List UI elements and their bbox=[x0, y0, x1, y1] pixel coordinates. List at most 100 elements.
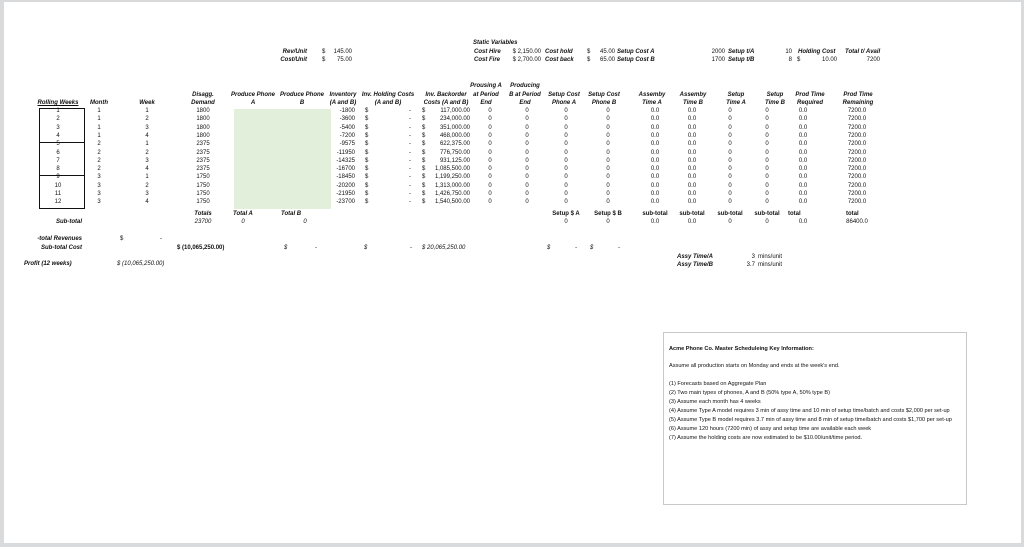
cell-month[interactable]: 1 bbox=[97, 124, 101, 131]
cell-setupA[interactable]: 0 bbox=[564, 149, 568, 156]
cell-setupB[interactable]: 0 bbox=[606, 149, 610, 156]
cell-req[interactable]: 0.0 bbox=[798, 124, 808, 131]
cell-stA[interactable]: 0 bbox=[728, 166, 732, 173]
cell-hold[interactable]: - bbox=[409, 157, 411, 164]
cell-setupA[interactable]: 0 bbox=[564, 174, 568, 181]
cell-back[interactable]: 351,000.00 bbox=[439, 124, 470, 131]
cell-stA[interactable]: 0 bbox=[728, 141, 732, 148]
cell-inv[interactable]: -9575 bbox=[339, 141, 355, 148]
cell-week[interactable]: 1 bbox=[145, 108, 149, 114]
cell-rem[interactable]: 7200.0 bbox=[847, 157, 867, 164]
cell-stB[interactable]: 0 bbox=[765, 174, 769, 181]
cost-back-value[interactable]: 65.00 bbox=[599, 57, 615, 63]
cell-rem[interactable]: 7200.0 bbox=[847, 116, 867, 123]
cell-month[interactable]: 3 bbox=[97, 199, 101, 206]
cell-stB[interactable]: 0 bbox=[765, 191, 769, 197]
cell-demand[interactable]: 2375 bbox=[196, 166, 210, 173]
cell-back[interactable]: 1,313,000.00 bbox=[434, 182, 470, 189]
cell-rolling[interactable]: 3 bbox=[56, 124, 60, 131]
cell-demand[interactable]: 1800 bbox=[196, 132, 210, 139]
cell-rolling[interactable]: 7 bbox=[56, 157, 60, 164]
cell-assyB[interactable]: 0.0 bbox=[687, 149, 697, 156]
cell-endA[interactable]: 0 bbox=[488, 182, 492, 189]
cell-hold[interactable]: - bbox=[409, 191, 411, 197]
cell-stB[interactable]: 0 bbox=[765, 108, 769, 114]
subtotal-setupA[interactable]: 0 bbox=[564, 219, 568, 225]
subtotal-stA[interactable]: 0 bbox=[728, 219, 732, 225]
cell-endA[interactable]: 0 bbox=[488, 108, 492, 114]
cell-assyA[interactable]: 0.0 bbox=[650, 199, 660, 206]
cost-unit-value[interactable]: 75.00 bbox=[336, 57, 352, 63]
cell-inv[interactable]: -14325 bbox=[336, 157, 355, 164]
cell-stB[interactable]: 0 bbox=[765, 116, 769, 123]
cell-week[interactable]: 2 bbox=[145, 116, 149, 123]
cell-demand[interactable]: 1800 bbox=[196, 108, 210, 114]
cell-endB[interactable]: 0 bbox=[525, 182, 529, 189]
rev-unit-value[interactable]: 145.00 bbox=[333, 49, 352, 55]
cell-rem[interactable]: 7200.0 bbox=[847, 199, 867, 206]
cell-endA[interactable]: 0 bbox=[488, 166, 492, 173]
cell-setupB[interactable]: 0 bbox=[606, 108, 610, 114]
cell-assyB[interactable]: 0.0 bbox=[687, 116, 697, 123]
cost-fire-value[interactable]: $ 2,700.00 bbox=[512, 57, 541, 63]
cell-rem[interactable]: 7200.0 bbox=[847, 149, 867, 156]
cell-hold[interactable]: - bbox=[409, 132, 411, 139]
cell-assyB[interactable]: 0.0 bbox=[687, 199, 697, 206]
cell-endB[interactable]: 0 bbox=[525, 116, 529, 123]
cell-req[interactable]: 0.0 bbox=[798, 182, 808, 189]
cell-endA[interactable]: 0 bbox=[488, 132, 492, 139]
cell-back[interactable]: 1,540,500.00 bbox=[434, 199, 470, 206]
cell-endB[interactable]: 0 bbox=[525, 149, 529, 156]
cell-inv[interactable]: -18450 bbox=[336, 174, 355, 181]
cell-month[interactable]: 3 bbox=[97, 182, 101, 189]
subtotal-cost-hold-value[interactable]: - bbox=[410, 245, 412, 251]
cell-week[interactable]: 4 bbox=[145, 132, 149, 139]
cell-setupB[interactable]: 0 bbox=[606, 124, 610, 131]
cell-req[interactable]: 0.0 bbox=[798, 157, 808, 164]
cell-assyB[interactable]: 0.0 bbox=[687, 124, 697, 131]
cell-setupA[interactable]: 0 bbox=[564, 166, 568, 173]
cell-setupB[interactable]: 0 bbox=[606, 199, 610, 206]
cell-stB[interactable]: 0 bbox=[765, 182, 769, 189]
setup-cost-b-value[interactable]: 1700 bbox=[711, 57, 725, 63]
cell-setupA[interactable]: 0 bbox=[564, 199, 568, 206]
cell-rolling[interactable]: 2 bbox=[56, 116, 60, 123]
cell-setupB[interactable]: 0 bbox=[606, 157, 610, 164]
cell-week[interactable]: 4 bbox=[145, 166, 149, 173]
cell-assyB[interactable]: 0.0 bbox=[687, 141, 697, 148]
cell-month[interactable]: 2 bbox=[97, 166, 101, 173]
cell-month[interactable]: 3 bbox=[97, 174, 101, 181]
cell-stB[interactable]: 0 bbox=[765, 199, 769, 206]
total-revenues-value[interactable]: - bbox=[160, 236, 162, 242]
cell-stA[interactable]: 0 bbox=[728, 182, 732, 189]
subtotal-assyA[interactable]: 0.0 bbox=[650, 219, 660, 225]
cell-stB[interactable]: 0 bbox=[765, 157, 769, 164]
cell-assyA[interactable]: 0.0 bbox=[650, 157, 660, 164]
cell-req[interactable]: 0.0 bbox=[798, 199, 808, 206]
cell-inv[interactable]: -1800 bbox=[339, 108, 355, 114]
cell-stA[interactable]: 0 bbox=[728, 199, 732, 206]
cell-rem[interactable]: 7200.0 bbox=[847, 108, 867, 114]
cell-back[interactable]: 1,426,750.00 bbox=[434, 191, 470, 197]
holding-cost-value[interactable]: 10.00 bbox=[821, 57, 837, 63]
cell-demand[interactable]: 1750 bbox=[196, 182, 210, 189]
cell-assyB[interactable]: 0.0 bbox=[687, 157, 697, 164]
cell-assyB[interactable]: 0.0 bbox=[687, 182, 697, 189]
cell-endB[interactable]: 0 bbox=[525, 108, 529, 114]
cell-hold[interactable]: - bbox=[409, 141, 411, 148]
cell-setupA[interactable]: 0 bbox=[564, 191, 568, 197]
cost-hire-value[interactable]: $ 2,150.00 bbox=[512, 49, 541, 55]
cell-stB[interactable]: 0 bbox=[765, 124, 769, 131]
cell-demand[interactable]: 1800 bbox=[196, 124, 210, 131]
cell-assyB[interactable]: 0.0 bbox=[687, 191, 697, 197]
cell-rem[interactable]: 7200.0 bbox=[847, 124, 867, 131]
cell-setupB[interactable]: 0 bbox=[606, 174, 610, 181]
cell-back[interactable]: 468,000.00 bbox=[439, 132, 470, 139]
cell-endB[interactable]: 0 bbox=[525, 124, 529, 131]
cell-hold[interactable]: - bbox=[409, 124, 411, 131]
cell-inv[interactable]: -21950 bbox=[336, 191, 355, 197]
subtotal-cost-setup-b-value[interactable]: - bbox=[618, 245, 620, 251]
cell-month[interactable]: 2 bbox=[97, 149, 101, 156]
cell-assyA[interactable]: 0.0 bbox=[650, 116, 660, 123]
cell-stA[interactable]: 0 bbox=[728, 157, 732, 164]
